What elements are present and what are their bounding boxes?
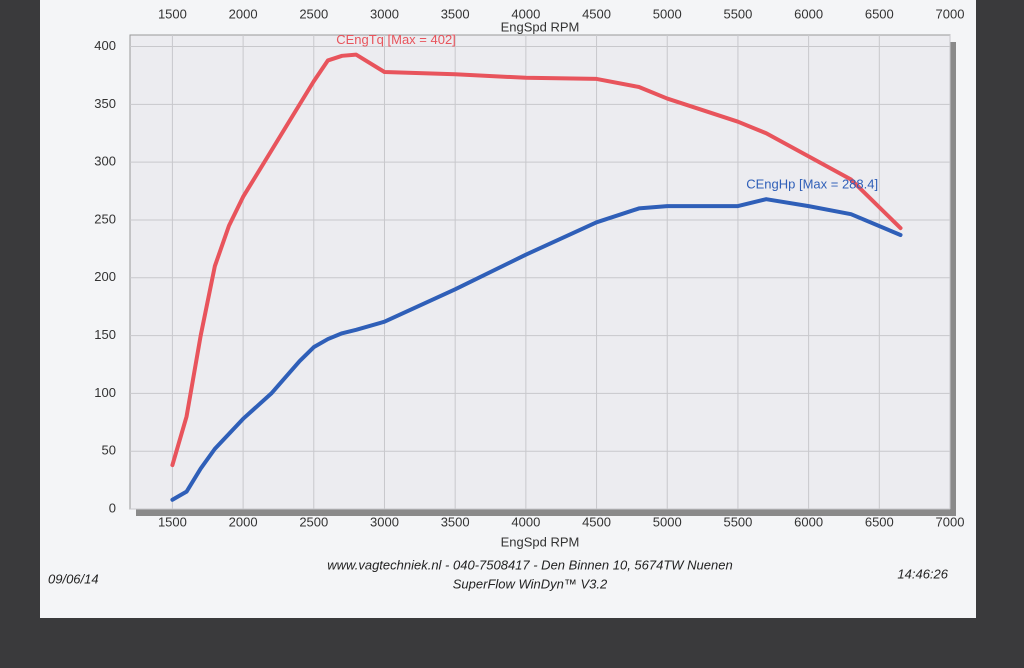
x-tick-label: 2500 [299, 514, 328, 529]
x-top-tick-label: 5500 [723, 6, 752, 21]
x-top-tick-label: 7000 [936, 6, 965, 21]
x-top-tick-label: 6000 [794, 6, 823, 21]
footer-date: 09/06/14 [48, 571, 99, 586]
x-top-tick-label: 6500 [865, 6, 894, 21]
x-tick-label: 6000 [794, 514, 823, 529]
x-tick-label: 6500 [865, 514, 894, 529]
footer-time: 14:46:26 [897, 566, 948, 581]
series-line [170, 52, 903, 468]
x-tick-label: 1500 [158, 514, 187, 529]
x-tick-label: 7000 [936, 514, 965, 529]
x-tick-label: 3000 [370, 514, 399, 529]
footer-software: SuperFlow WinDyn™ V3.2 [453, 576, 608, 591]
x-axis-title: EngSpd RPM [501, 534, 580, 549]
x-top-tick-label: 3000 [370, 6, 399, 21]
x-tick-label: 5500 [723, 514, 752, 529]
x-top-tick-label: 4500 [582, 6, 611, 21]
y-tick-label: 400 [94, 38, 116, 53]
y-tick-label: 150 [94, 327, 116, 342]
series-line [170, 197, 903, 502]
x-axis-top-title: EngSpd RPM [501, 19, 580, 34]
y-tick-label: 200 [94, 269, 116, 284]
x-top-tick-label: 4000 [511, 6, 540, 21]
y-tick-label: 350 [94, 96, 116, 111]
plot-area [129, 34, 951, 510]
x-top-tick-label: 1500 [158, 6, 187, 21]
x-top-tick-label: 2500 [299, 6, 328, 21]
x-tick-label: 2000 [229, 514, 258, 529]
y-tick-label: 0 [109, 500, 116, 515]
x-tick-label: 5000 [653, 514, 682, 529]
y-tick-label: 300 [94, 154, 116, 169]
x-tick-label: 4500 [582, 514, 611, 529]
x-top-tick-label: 3500 [441, 6, 470, 21]
footer-address: www.vagtechniek.nl - 040-7508417 - Den B… [327, 557, 732, 572]
x-top-tick-label: 2000 [229, 6, 258, 21]
series-label: CEngTq [Max = 402] [336, 32, 456, 47]
y-tick-label: 100 [94, 385, 116, 400]
x-top-tick-label: 5000 [653, 6, 682, 21]
y-tick-label: 250 [94, 211, 116, 226]
series-label: CEngHp [Max = 288.4] [746, 177, 878, 192]
y-tick-label: 50 [102, 443, 116, 458]
x-tick-label: 4000 [511, 514, 540, 529]
x-tick-label: 3500 [441, 514, 470, 529]
